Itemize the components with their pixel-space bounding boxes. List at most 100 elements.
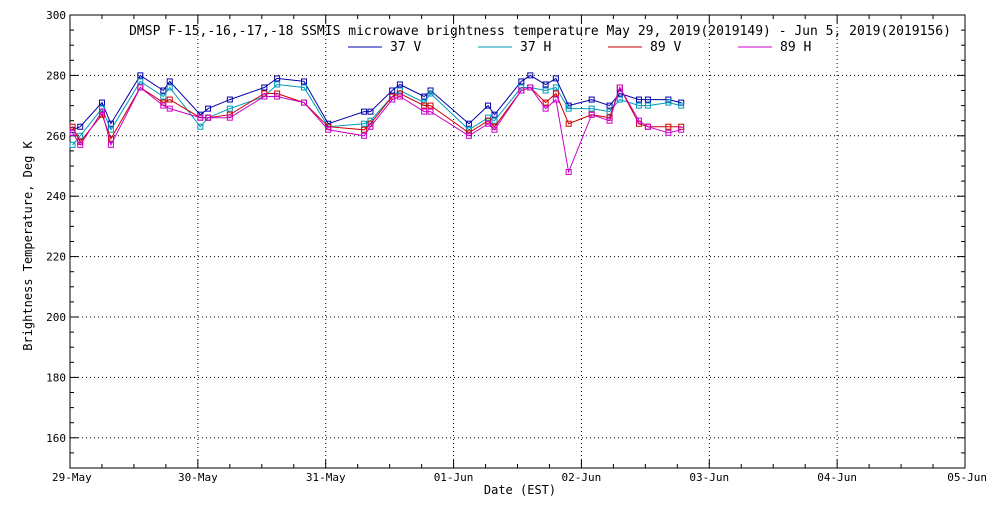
legend-label: 89 V [650,40,681,55]
plot-frame [69,14,966,469]
data-point [542,99,549,106]
data-point [361,120,368,127]
data-point [552,90,559,97]
data-point [565,169,572,176]
y-axis-title: Brightness Temperature, Deg K [21,140,35,350]
data-point [427,102,434,109]
data-point [77,141,84,148]
data-point [565,105,572,112]
data-point [665,129,672,136]
data-point [98,99,105,106]
data-point [69,141,76,148]
series-layer [69,72,685,176]
y-tick-label: 300 [46,9,66,22]
data-point [261,84,268,91]
data-point [389,87,396,94]
data-point [160,87,167,94]
series-line [72,80,682,146]
y-tick-label: 200 [46,311,66,324]
data-point [274,93,281,100]
data-point [226,96,233,103]
data-point [205,105,212,112]
data-point [616,96,623,103]
data-point [166,78,173,85]
data-point [588,96,595,103]
legend: 37 V 37 H 89 V 89 H [348,40,811,55]
data-point [465,120,472,127]
data-point [396,93,403,100]
data-point [678,126,685,133]
x-tick-label: 02-Jun [562,471,602,484]
data-point [160,93,167,100]
axis-layer: 160 180 200 220 240 260 280 300 29-May 30-May 31-M… [46,9,987,484]
data-point [361,126,368,133]
data-point [107,141,114,148]
legend-label: 37 V [390,40,421,55]
data-point [166,84,173,91]
data-point [367,123,374,130]
legend-item: 37 V [348,40,421,55]
data-point [542,105,549,112]
data-point [518,87,525,94]
data-point [518,78,525,85]
data-point [137,78,144,85]
data-point [197,114,204,121]
data-point [588,111,595,118]
data-point [300,78,307,85]
legend-item: 89 H [738,40,811,55]
data-point [205,114,212,121]
data-point [635,102,642,109]
data-point [300,84,307,91]
data-point [197,123,204,130]
x-axis-title: Date (EST) [484,483,556,497]
data-point [427,90,434,97]
x-tick-label: 29-May [52,471,92,484]
data-point [396,81,403,88]
x-tick-label: 31-May [306,471,346,484]
data-point [69,123,76,130]
data-point [160,102,167,109]
data-point [606,102,613,109]
data-point [552,84,559,91]
data-point [166,105,173,112]
data-point [137,72,144,79]
data-point [367,108,374,115]
data-point [527,84,534,91]
data-point [485,102,492,109]
data-point [421,93,428,100]
y-tick-label: 280 [46,69,66,82]
data-point [274,75,281,82]
data-point [678,123,685,130]
data-point [107,135,114,142]
data-point [69,129,76,136]
data-point [552,96,559,103]
data-point [491,117,498,124]
data-point [421,102,428,109]
x-tick-label: 01-Jun [434,471,474,484]
data-point [644,102,651,109]
data-point [98,108,105,115]
data-point [421,108,428,115]
data-point [552,75,559,82]
y-tick-label: 160 [46,432,66,445]
y-tick-label: 220 [46,251,66,264]
data-point [491,126,498,133]
legend-item: 37 H [478,40,551,55]
data-point [665,96,672,103]
data-point [427,108,434,115]
legend-label: 37 H [520,40,551,55]
data-point [261,93,268,100]
data-point [361,132,368,139]
legend-item: 89 V [608,40,681,55]
data-point [665,123,672,130]
data-point [389,93,396,100]
data-point [107,126,114,133]
data-point [274,81,281,88]
data-point [77,123,84,130]
x-tick-label: 03-Jun [689,471,729,484]
x-tick-label: 30-May [178,471,218,484]
data-point [542,87,549,94]
data-point [361,108,368,115]
data-point [226,114,233,121]
